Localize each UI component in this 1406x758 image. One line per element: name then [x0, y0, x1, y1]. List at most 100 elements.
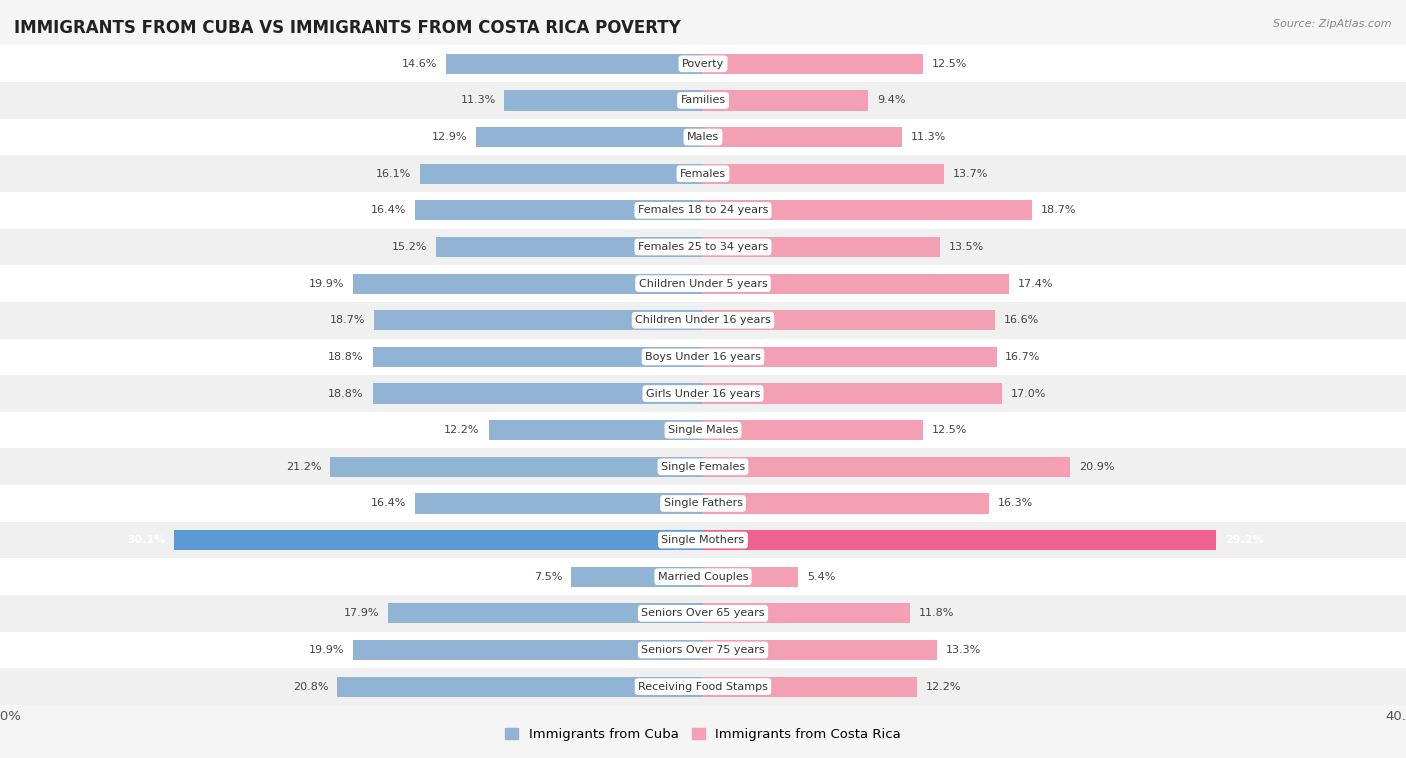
Text: 16.3%: 16.3%: [998, 499, 1033, 509]
Bar: [0, 449, 1406, 485]
Text: 18.8%: 18.8%: [329, 352, 364, 362]
Text: 16.6%: 16.6%: [1004, 315, 1039, 325]
Text: Source: ZipAtlas.com: Source: ZipAtlas.com: [1274, 19, 1392, 29]
Text: 14.6%: 14.6%: [402, 59, 437, 69]
Bar: [374, 310, 703, 330]
Bar: [0, 375, 1406, 412]
Text: Seniors Over 65 years: Seniors Over 65 years: [641, 609, 765, 619]
Text: 16.4%: 16.4%: [371, 205, 406, 215]
Bar: [0, 45, 1406, 82]
Text: 20.8%: 20.8%: [294, 681, 329, 691]
Text: 16.7%: 16.7%: [1005, 352, 1040, 362]
Text: 13.3%: 13.3%: [945, 645, 981, 655]
Text: 19.9%: 19.9%: [309, 279, 344, 289]
Text: Females: Females: [681, 169, 725, 179]
Text: 12.9%: 12.9%: [432, 132, 467, 142]
Bar: [703, 54, 922, 74]
Bar: [703, 164, 943, 183]
Bar: [703, 90, 869, 111]
Bar: [0, 119, 1406, 155]
Text: 20.9%: 20.9%: [1080, 462, 1115, 471]
Legend: Immigrants from Cuba, Immigrants from Costa Rica: Immigrants from Cuba, Immigrants from Co…: [505, 728, 901, 741]
Text: Single Females: Single Females: [661, 462, 745, 471]
Bar: [703, 493, 990, 513]
Text: Females 25 to 34 years: Females 25 to 34 years: [638, 242, 768, 252]
Bar: [0, 339, 1406, 375]
Text: 17.4%: 17.4%: [1018, 279, 1053, 289]
Text: Single Fathers: Single Fathers: [664, 499, 742, 509]
Bar: [388, 603, 703, 623]
Text: IMMIGRANTS FROM CUBA VS IMMIGRANTS FROM COSTA RICA POVERTY: IMMIGRANTS FROM CUBA VS IMMIGRANTS FROM …: [14, 19, 681, 37]
Bar: [703, 677, 917, 697]
Bar: [477, 127, 703, 147]
Bar: [0, 595, 1406, 631]
Text: 5.4%: 5.4%: [807, 572, 835, 581]
Text: 11.8%: 11.8%: [920, 609, 955, 619]
Bar: [703, 200, 1032, 221]
Bar: [0, 82, 1406, 119]
Text: 29.2%: 29.2%: [1225, 535, 1264, 545]
Text: 12.5%: 12.5%: [932, 59, 967, 69]
Text: 11.3%: 11.3%: [911, 132, 946, 142]
Text: 13.7%: 13.7%: [953, 169, 988, 179]
Text: Single Males: Single Males: [668, 425, 738, 435]
Bar: [420, 164, 703, 183]
Bar: [0, 155, 1406, 192]
Bar: [703, 530, 1216, 550]
Bar: [0, 631, 1406, 669]
Bar: [0, 559, 1406, 595]
Bar: [703, 274, 1010, 293]
Text: Girls Under 16 years: Girls Under 16 years: [645, 389, 761, 399]
Text: 9.4%: 9.4%: [877, 96, 905, 105]
Text: 18.8%: 18.8%: [329, 389, 364, 399]
Bar: [353, 274, 703, 293]
Bar: [703, 127, 901, 147]
Bar: [489, 420, 703, 440]
Text: 7.5%: 7.5%: [534, 572, 562, 581]
Bar: [353, 640, 703, 660]
Text: 12.5%: 12.5%: [932, 425, 967, 435]
Bar: [415, 200, 703, 221]
Bar: [0, 265, 1406, 302]
Text: 12.2%: 12.2%: [927, 681, 962, 691]
Bar: [0, 522, 1406, 559]
Text: 16.4%: 16.4%: [371, 499, 406, 509]
Bar: [0, 412, 1406, 449]
Bar: [436, 237, 703, 257]
Bar: [703, 384, 1001, 403]
Text: 19.9%: 19.9%: [309, 645, 344, 655]
Text: 12.2%: 12.2%: [444, 425, 479, 435]
Text: 16.1%: 16.1%: [375, 169, 412, 179]
Text: 17.9%: 17.9%: [344, 609, 380, 619]
Text: 11.3%: 11.3%: [460, 96, 496, 105]
Text: Seniors Over 75 years: Seniors Over 75 years: [641, 645, 765, 655]
Bar: [174, 530, 703, 550]
Text: Single Mothers: Single Mothers: [661, 535, 745, 545]
Bar: [0, 192, 1406, 229]
Bar: [330, 457, 703, 477]
Bar: [505, 90, 703, 111]
Bar: [703, 457, 1070, 477]
Text: Females 18 to 24 years: Females 18 to 24 years: [638, 205, 768, 215]
Bar: [447, 54, 703, 74]
Bar: [703, 567, 799, 587]
Text: 13.5%: 13.5%: [949, 242, 984, 252]
Text: Males: Males: [688, 132, 718, 142]
Bar: [373, 347, 703, 367]
Text: 18.7%: 18.7%: [1040, 205, 1076, 215]
Bar: [415, 493, 703, 513]
Bar: [703, 237, 941, 257]
Text: Families: Families: [681, 96, 725, 105]
Bar: [703, 640, 936, 660]
Text: 21.2%: 21.2%: [287, 462, 322, 471]
Bar: [0, 302, 1406, 339]
Bar: [703, 310, 995, 330]
Text: Poverty: Poverty: [682, 59, 724, 69]
Text: Boys Under 16 years: Boys Under 16 years: [645, 352, 761, 362]
Text: 18.7%: 18.7%: [330, 315, 366, 325]
Bar: [571, 567, 703, 587]
Text: Receiving Food Stamps: Receiving Food Stamps: [638, 681, 768, 691]
Bar: [0, 229, 1406, 265]
Text: 30.1%: 30.1%: [127, 535, 166, 545]
Bar: [0, 485, 1406, 522]
